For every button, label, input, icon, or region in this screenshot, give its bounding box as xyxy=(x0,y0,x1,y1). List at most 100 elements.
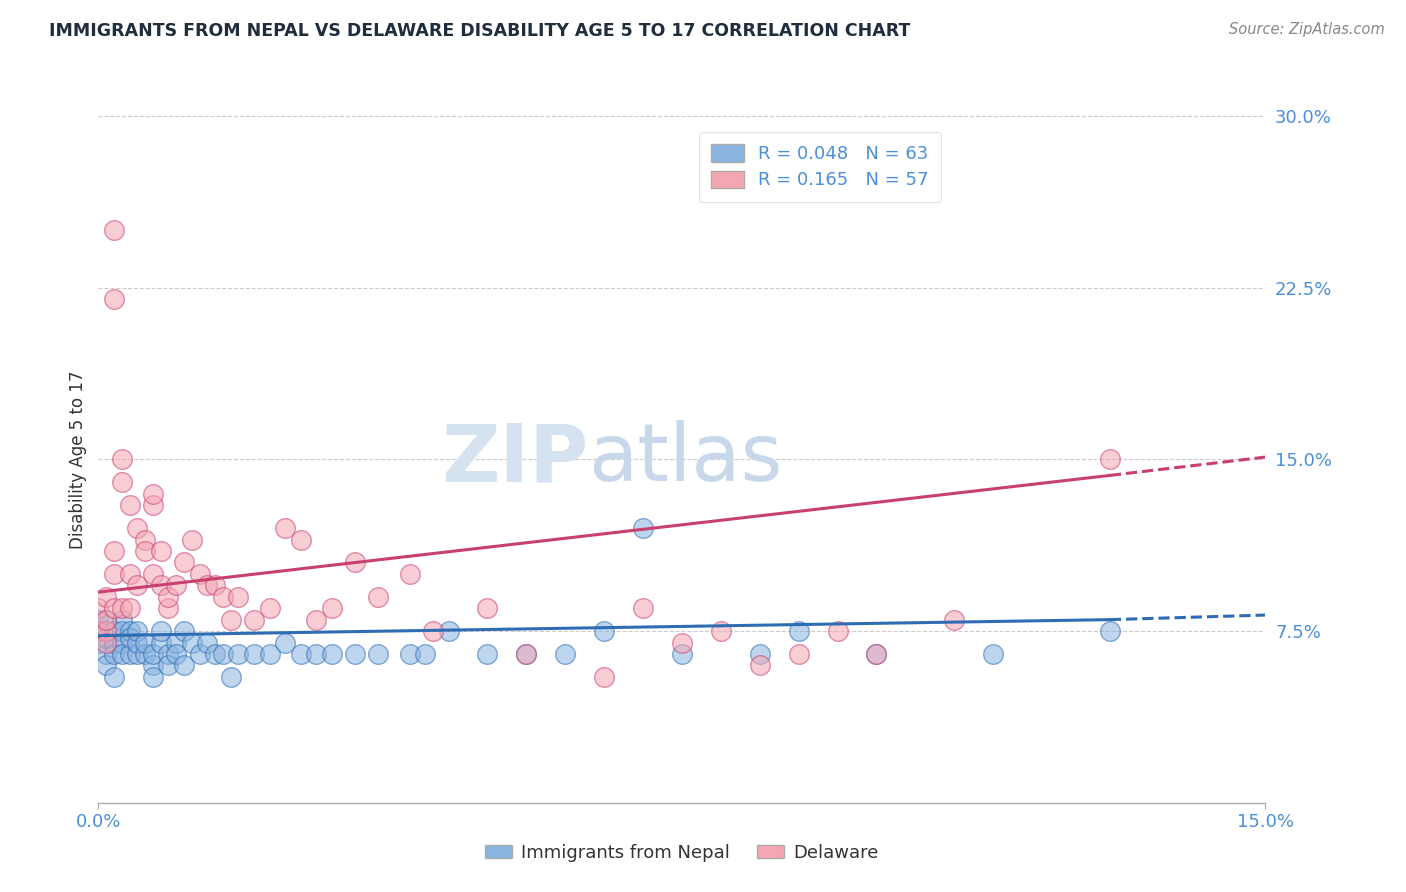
Point xyxy=(111,613,134,627)
Point xyxy=(305,647,328,661)
Point xyxy=(204,578,226,592)
Point xyxy=(157,658,180,673)
Point xyxy=(180,533,202,547)
Text: ZIP: ZIP xyxy=(441,420,589,499)
Point xyxy=(134,533,156,547)
Point xyxy=(367,590,389,604)
Point xyxy=(127,521,149,535)
Point xyxy=(103,647,125,661)
Point xyxy=(111,452,134,467)
Point xyxy=(87,624,110,639)
Point xyxy=(195,635,218,649)
Point xyxy=(212,647,235,661)
Point xyxy=(631,601,654,615)
Point xyxy=(554,647,576,661)
Point xyxy=(321,647,343,661)
Point xyxy=(243,613,266,627)
Point xyxy=(87,635,110,649)
Point xyxy=(111,624,134,639)
Point xyxy=(111,647,134,661)
Point xyxy=(127,647,149,661)
Point xyxy=(204,647,226,661)
Point xyxy=(103,635,125,649)
Point xyxy=(165,635,187,649)
Point xyxy=(118,601,141,615)
Legend: Immigrants from Nepal, Delaware: Immigrants from Nepal, Delaware xyxy=(478,837,886,870)
Point xyxy=(787,624,810,639)
Point xyxy=(96,613,118,627)
Point xyxy=(118,498,141,512)
Point xyxy=(134,635,156,649)
Point xyxy=(96,613,118,627)
Point xyxy=(631,521,654,535)
Point xyxy=(142,670,165,684)
Point xyxy=(87,613,110,627)
Point xyxy=(180,635,202,649)
Point xyxy=(344,647,367,661)
Text: atlas: atlas xyxy=(589,420,783,499)
Point xyxy=(103,292,125,306)
Point xyxy=(87,601,110,615)
Point xyxy=(87,624,110,639)
Point xyxy=(118,624,141,639)
Point xyxy=(259,601,281,615)
Point xyxy=(195,578,218,592)
Point xyxy=(710,624,733,639)
Point xyxy=(827,624,849,639)
Point xyxy=(173,555,195,570)
Point xyxy=(274,635,297,649)
Point xyxy=(134,647,156,661)
Point xyxy=(398,647,420,661)
Point xyxy=(290,533,312,547)
Point xyxy=(748,658,770,673)
Point xyxy=(111,601,134,615)
Point xyxy=(437,624,460,639)
Point xyxy=(593,624,616,639)
Point xyxy=(274,521,297,535)
Point xyxy=(173,624,195,639)
Point xyxy=(103,670,125,684)
Point xyxy=(367,647,389,661)
Point xyxy=(127,624,149,639)
Point xyxy=(212,590,235,604)
Point xyxy=(515,647,537,661)
Point xyxy=(305,613,328,627)
Point xyxy=(290,647,312,661)
Point xyxy=(111,635,134,649)
Point xyxy=(118,647,141,661)
Point xyxy=(1098,452,1121,467)
Point xyxy=(1098,624,1121,639)
Point xyxy=(344,555,367,570)
Point xyxy=(127,635,149,649)
Point xyxy=(321,601,343,615)
Point xyxy=(398,566,420,581)
Point xyxy=(142,487,165,501)
Point xyxy=(96,631,118,645)
Point xyxy=(142,498,165,512)
Point xyxy=(865,647,887,661)
Point xyxy=(173,658,195,673)
Point xyxy=(865,647,887,661)
Point xyxy=(593,670,616,684)
Point xyxy=(103,223,125,237)
Text: Source: ZipAtlas.com: Source: ZipAtlas.com xyxy=(1229,22,1385,37)
Point xyxy=(259,647,281,661)
Point xyxy=(243,647,266,661)
Point xyxy=(118,631,141,645)
Point xyxy=(188,566,211,581)
Point xyxy=(157,590,180,604)
Point xyxy=(142,566,165,581)
Point xyxy=(103,624,125,639)
Point xyxy=(96,647,118,661)
Point xyxy=(134,544,156,558)
Point xyxy=(149,544,172,558)
Point xyxy=(142,647,165,661)
Point xyxy=(118,566,141,581)
Point xyxy=(188,647,211,661)
Point xyxy=(671,635,693,649)
Point xyxy=(142,658,165,673)
Point xyxy=(219,613,242,627)
Point xyxy=(165,578,187,592)
Point xyxy=(103,566,125,581)
Point xyxy=(96,658,118,673)
